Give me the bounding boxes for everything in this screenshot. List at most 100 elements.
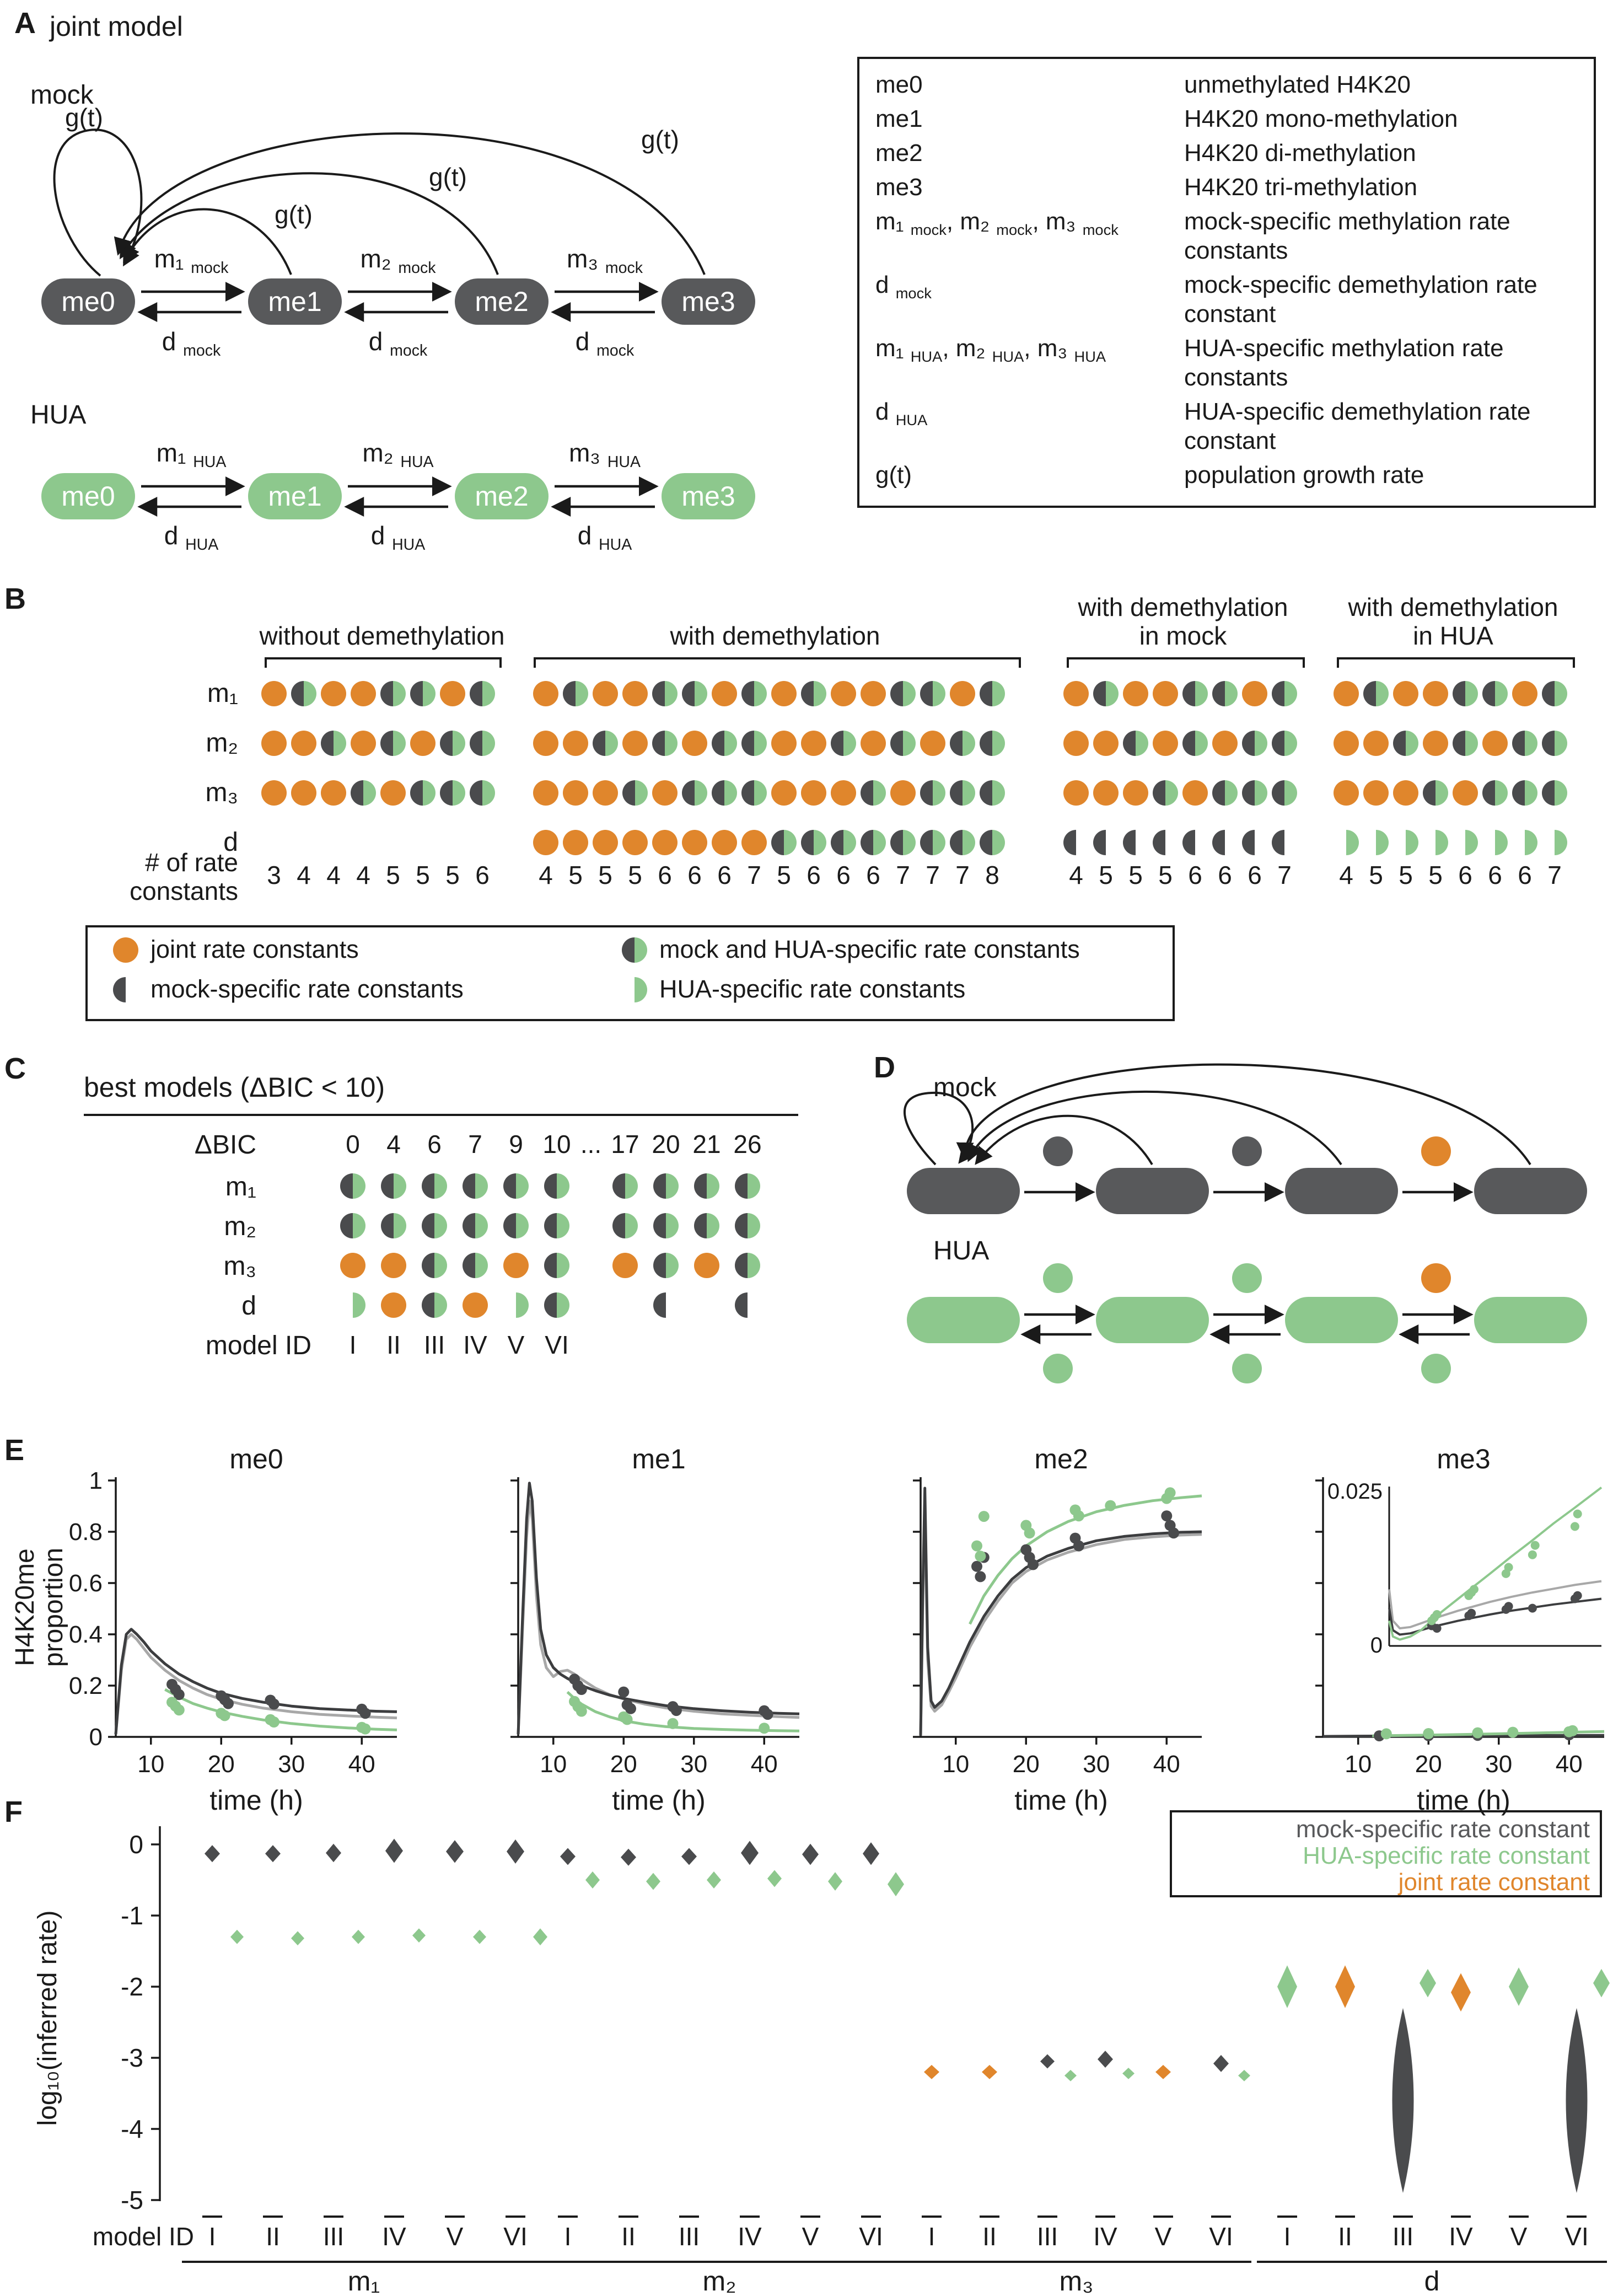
model-id-row-label: model ID <box>205 1331 311 1360</box>
model-circle <box>381 1253 406 1278</box>
model-circle <box>682 681 707 706</box>
model-circle <box>291 731 316 756</box>
value-text: 7 <box>896 861 910 889</box>
hua-rate-dot <box>1232 1263 1262 1293</box>
value-text: 4 <box>356 861 370 889</box>
y-label-line: proportion <box>39 1547 68 1667</box>
growth-arc <box>956 1063 1531 1166</box>
row-label-d: d <box>241 1291 256 1321</box>
value-text: 17 <box>611 1130 639 1158</box>
f-y-tick-label: -4 <box>121 2115 143 2143</box>
growth-arc <box>114 132 706 275</box>
legend-label: mock-specific rate constants <box>150 975 464 1003</box>
panel-b-label: B <box>4 582 26 615</box>
f-model-id-label: model ID <box>93 2222 194 2251</box>
growth-self-loop <box>904 1091 976 1166</box>
legend-row: g(t) population growth rate <box>875 460 1579 490</box>
inset-ymin-label: 0 <box>1370 1633 1383 1657</box>
node-me3-mock <box>1474 1168 1587 1214</box>
model-circle <box>622 731 648 756</box>
value-text: 6 <box>806 861 821 889</box>
rate-label-d-hua: d HUA <box>577 521 632 554</box>
data-point <box>1530 1541 1540 1550</box>
hua-pathway-label: HUA <box>30 400 87 430</box>
x-tick-label: 30 <box>278 1751 305 1778</box>
value-text: 4 <box>1069 861 1083 889</box>
model-circle <box>1153 731 1178 756</box>
model-circle <box>351 681 376 706</box>
data-point <box>1467 1608 1476 1618</box>
hua-rate-dot <box>1043 1354 1073 1383</box>
violin-marker-mock <box>621 1848 636 1866</box>
model-circle <box>1512 780 1537 806</box>
model-circle <box>1542 681 1567 706</box>
node-me3-hua: me3 <box>662 473 755 519</box>
value-text: 5 <box>416 861 430 889</box>
model-circle <box>950 780 975 806</box>
model-circle <box>563 731 588 756</box>
model-circle <box>861 830 886 855</box>
model-circle <box>1393 780 1418 806</box>
e-y-axis-label: H4K20me proportion <box>10 1478 72 1737</box>
model-circle <box>1063 780 1089 806</box>
row-label-m3: m₃ <box>205 778 238 807</box>
fit-line <box>114 1628 397 1735</box>
legend-row: d mock mock-specific demethylation rate c… <box>875 270 1579 329</box>
model-circle <box>380 731 406 756</box>
subplot-title: me3 <box>1437 1444 1490 1474</box>
model-circle <box>980 780 1005 806</box>
f-legend-box: mock-specific rate constant HUA-specific… <box>1170 1810 1602 1897</box>
x-tick-label: 20 <box>1013 1751 1040 1778</box>
model-circle <box>735 1292 760 1318</box>
value-text: 5 <box>598 861 612 889</box>
value-text: 8 <box>985 861 999 889</box>
node-me3-hua <box>1474 1297 1587 1343</box>
model-circle <box>652 780 678 806</box>
legend-def: unmethylated H4K20 <box>1184 71 1411 98</box>
legend-row: m₁ mock, m₂ mock, m₃ mock mock-specific m… <box>875 207 1579 265</box>
node-me2-hua <box>1285 1297 1398 1343</box>
value-text: 6 <box>866 861 880 889</box>
rate-label-d-hua: d HUA <box>370 521 426 554</box>
model-circle <box>1063 681 1089 706</box>
inset-ymax-label: 0.025 <box>1327 1479 1383 1504</box>
model-id-value: V <box>1155 2222 1172 2251</box>
joint-rate-dot <box>1421 1263 1451 1293</box>
model-circle <box>1242 830 1267 855</box>
model-id-value: II <box>982 2222 997 2251</box>
data-point <box>219 1710 230 1721</box>
model-circle <box>321 780 346 806</box>
data-point <box>1504 1563 1513 1572</box>
model-circle <box>261 681 287 706</box>
model-circle <box>741 681 767 706</box>
model-id-value: III <box>1037 2222 1058 2251</box>
value-text: VI <box>545 1331 569 1359</box>
model-circle <box>380 681 406 706</box>
legend-term: g(t) <box>875 462 912 489</box>
legend-def: mock-specific methylation rate constants <box>1184 208 1510 264</box>
x-axis-label: time (h) <box>209 1785 303 1816</box>
legend-term: me1 <box>875 105 923 132</box>
row-label-m2: m₂ <box>224 1212 256 1241</box>
model-circle <box>291 780 316 806</box>
model-circle <box>463 1213 488 1238</box>
data-point <box>173 1689 185 1700</box>
model-circle <box>503 1292 529 1318</box>
legend-row: d HUA HUA-specific demethylation rate con… <box>875 397 1579 455</box>
value-text: 6 <box>1518 861 1532 889</box>
violin-marker-mock <box>863 1842 879 1865</box>
fit-line <box>1372 1730 1605 1737</box>
model-circle <box>1123 681 1148 706</box>
mock-rate-dot <box>1232 1136 1262 1166</box>
data-point <box>576 1684 587 1695</box>
model-circle <box>1482 830 1508 855</box>
model-circle <box>503 1253 529 1278</box>
model-circle <box>1482 780 1508 806</box>
growth-rate-label: g(t) <box>641 125 679 154</box>
model-circle <box>1242 731 1267 756</box>
panel-e-label: E <box>4 1434 25 1467</box>
value-text: 0 <box>346 1130 360 1158</box>
violin-marker-hua <box>828 1872 842 1891</box>
model-circle <box>1272 681 1297 706</box>
